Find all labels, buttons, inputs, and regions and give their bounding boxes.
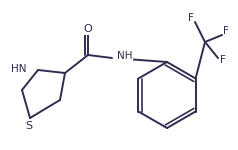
- Text: HN: HN: [10, 64, 26, 74]
- Text: NH: NH: [117, 51, 133, 61]
- Text: S: S: [25, 121, 33, 131]
- Text: F: F: [223, 26, 229, 36]
- Text: F: F: [220, 55, 226, 65]
- Text: O: O: [84, 24, 92, 34]
- Text: F: F: [188, 13, 194, 23]
